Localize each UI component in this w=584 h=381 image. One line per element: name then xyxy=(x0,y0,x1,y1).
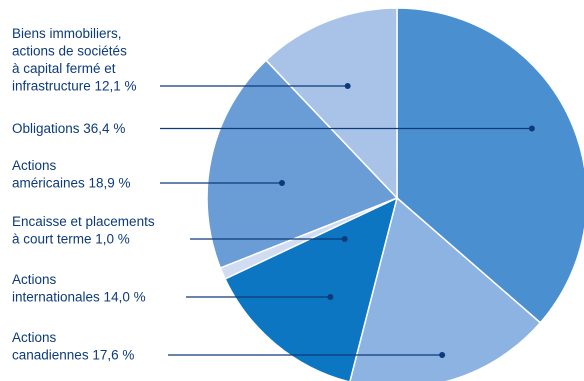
slice-label-line: Obligations 36,4 % xyxy=(12,121,125,136)
slice-label-0: Obligations 36,4 % xyxy=(12,121,125,136)
pie-slice-4 xyxy=(206,59,399,269)
callout-dot-3 xyxy=(341,236,348,242)
slice-label-line: à capital fermé et xyxy=(12,61,116,76)
slice-label-line: Actions xyxy=(12,330,57,345)
pie-slice-1 xyxy=(349,196,542,381)
slice-label-5: Biens immobiliers, actions de sociétés à c… xyxy=(12,26,137,94)
slice-label-line: Encaisse et placements xyxy=(12,214,155,229)
callout-dot-2 xyxy=(327,294,334,300)
slice-label-line: Biens immobiliers, xyxy=(12,26,122,41)
slice-label-4: Actions américaines 18,9 % xyxy=(12,158,131,191)
slice-label-line: internationales 14,0 % xyxy=(12,290,146,305)
slice-label-line: Actions xyxy=(12,272,57,287)
callout-dot-4 xyxy=(278,180,285,186)
pie-callouts: Obligations 36,4 % Actions canadiennes 17,… xyxy=(12,26,535,363)
callout-dot-0 xyxy=(528,125,535,132)
slice-label-line: américaines 18,9 % xyxy=(12,176,131,191)
slice-label-line: canadiennes 17,6 % xyxy=(12,348,134,363)
callout-dot-5 xyxy=(344,83,351,89)
slice-label-2: Actions internationales 14,0 % xyxy=(12,272,146,305)
slice-label-line: à court terme 1,0 % xyxy=(12,232,130,247)
callout-dot-1 xyxy=(439,352,446,358)
slice-label-line: Actions xyxy=(12,158,57,173)
pie-slice-5 xyxy=(265,7,398,200)
pie-slice-2 xyxy=(224,196,399,381)
slice-label-line: infrastructure 12,1 % xyxy=(12,79,137,94)
pie-slices xyxy=(206,7,584,381)
slice-label-1: Actions canadiennes 17,6 % xyxy=(12,330,134,363)
slice-label-line: actions de sociétés xyxy=(12,44,127,59)
pie-slice-0 xyxy=(396,7,584,324)
slice-label-3: Encaisse et placements à court terme 1,0 … xyxy=(12,214,155,247)
